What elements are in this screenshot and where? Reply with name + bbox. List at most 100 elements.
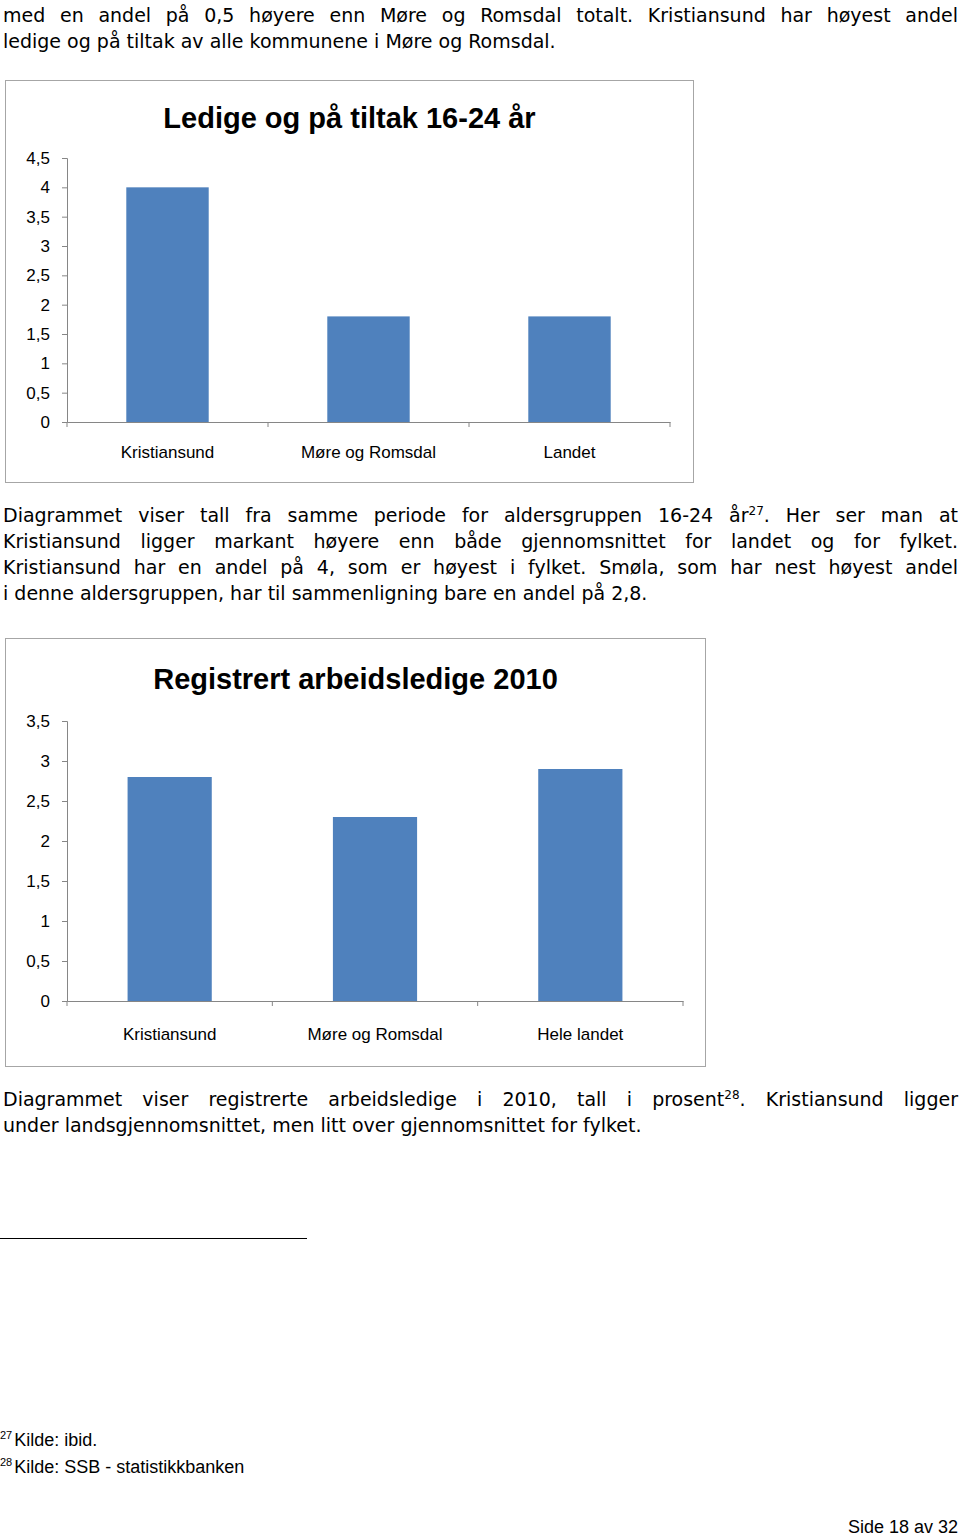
footnote-number: 27: [0, 1429, 12, 1441]
footnote: 28Kilde: SSB - statistikkbanken: [0, 1455, 244, 1479]
x-tick: Landet: [544, 422, 596, 462]
y-tick: 0,5: [26, 952, 67, 971]
y-tick-label: 0,5: [26, 952, 50, 971]
y-tick: 1: [41, 912, 67, 931]
y-tick: 2: [41, 296, 67, 315]
footnote-text: Kilde: ibid.: [14, 1430, 97, 1450]
y-tick-mark: [62, 363, 67, 364]
y-tick-label: 2,5: [26, 266, 50, 285]
y-tick: 2,5: [26, 266, 67, 285]
x-tick: Hele landet: [537, 1001, 623, 1044]
y-tick-label: 3: [41, 237, 50, 256]
y-tick: 4,5: [26, 149, 67, 168]
y-tick-label: 0,5: [26, 384, 50, 403]
text-run: i denne aldersgruppen, har til sammenlig…: [3, 582, 647, 604]
x-separator: [469, 422, 470, 427]
y-tick-mark: [62, 217, 67, 218]
chart-frame: [6, 639, 706, 1067]
y-tick-mark: [62, 305, 67, 306]
y-tick: 0: [41, 992, 67, 1011]
bar: [528, 316, 610, 422]
footnote-text: Kilde: SSB - statistikkbanken: [14, 1457, 244, 1477]
x-tick-label: Kristiansund: [121, 443, 215, 462]
y-axis-line: [62, 722, 68, 1002]
chart: Ledige og på tiltak 16-24 år 0 0,5 1 1,5 2 2,5…: [6, 81, 694, 483]
y-tick: 1: [41, 354, 67, 373]
y-tick-label: 1,5: [26, 325, 50, 344]
x-separators: [67, 422, 670, 427]
y-tick-mark: [62, 881, 67, 882]
y-tick-mark: [62, 801, 67, 802]
y-axis: 0 0,5 1 1,5 2 2,5 3 3,5 4 4,5: [26, 149, 67, 432]
y-tick: 1,5: [26, 872, 67, 891]
bar: [538, 769, 622, 1001]
x-separator: [670, 422, 671, 427]
y-tick-label: 1,5: [26, 872, 50, 891]
x-separator: [477, 1001, 478, 1006]
chart-title: Ledige og på tiltak 16-24 år: [163, 102, 535, 134]
y-tick: 0,5: [26, 384, 67, 403]
y-tick: 2: [41, 832, 67, 851]
footnote-ref: 27: [749, 504, 764, 518]
footnote: 27Kilde: ibid.: [0, 1428, 97, 1452]
y-tick: 3: [41, 752, 67, 771]
text-run: ledige og på tiltak av alle kommunene i …: [3, 30, 556, 52]
x-tick-label: Møre og Romsdal: [307, 1025, 442, 1044]
text-line: Diagrammet viser registrerte arbeidsledi…: [3, 1086, 958, 1112]
text-run: Diagrammet viser registrerte arbeidsledi…: [3, 1088, 724, 1110]
y-tick-mark: [62, 841, 67, 842]
x-separator: [272, 1001, 273, 1006]
chart: Registrert arbeidsledige 201000,511,522,…: [6, 639, 706, 1067]
y-tick-mark: [62, 275, 67, 276]
y-tick-mark: [62, 761, 67, 762]
x-tick-label: Møre og Romsdal: [301, 443, 436, 462]
y-axis-line: [62, 159, 68, 423]
y-tick: 3,5: [26, 712, 67, 731]
y-tick-label: 1: [41, 354, 50, 373]
y-tick-mark: [62, 1001, 67, 1002]
page-number: Side 18 av 32: [848, 1515, 958, 1538]
x-tick-label: Hele landet: [537, 1025, 623, 1044]
x-axis: Kristiansund Møre og Romsdal Landet: [68, 422, 671, 462]
y-tick: 2,5: [26, 792, 67, 811]
text-line: Kristiansund har en andel på 4, som er h…: [3, 554, 958, 580]
text-line: ledige og på tiltak av alle kommunene i …: [3, 28, 958, 54]
y-tick-mark: [62, 961, 67, 962]
footnote-ref: 28: [724, 1088, 739, 1102]
x-tick: Møre og Romsdal: [307, 1001, 442, 1044]
y-tick-label: 2: [41, 296, 50, 315]
text-line: Kristiansund ligger markant høyere enn b…: [3, 528, 958, 554]
bar: [128, 777, 212, 1001]
x-separator: [683, 1001, 684, 1006]
y-tick-label: 2: [41, 832, 50, 851]
text-line: under landsgjennomsnittet, men litt over…: [3, 1112, 958, 1138]
y-tick: 4: [41, 178, 67, 197]
x-axis: Kristiansund Møre og Romsdal Hele landet: [68, 1001, 684, 1044]
text-run: . Her ser man at: [764, 504, 958, 526]
x-tick: Møre og Romsdal: [301, 422, 436, 462]
bars: [126, 187, 610, 422]
y-tick: 3: [41, 237, 67, 256]
x-tick-label: Kristiansund: [123, 1025, 217, 1044]
text-run: Kristiansund ligger markant høyere enn b…: [3, 530, 958, 552]
y-tick-mark: [62, 187, 67, 188]
x-axis-line: [68, 422, 671, 423]
text-line: i denne aldersgruppen, har til sammenlig…: [3, 580, 958, 606]
x-separators: [67, 1001, 683, 1006]
y-tick: 3,5: [26, 208, 67, 227]
y-tick: 0: [41, 413, 67, 432]
text-run: . Kristiansund ligger: [740, 1088, 958, 1110]
y-tick-mark: [62, 393, 67, 394]
y-tick-mark: [62, 721, 67, 722]
x-tick: Kristiansund: [121, 422, 215, 462]
x-separator: [268, 422, 269, 427]
text-line: Diagrammet viser tall fra samme periode …: [3, 502, 958, 528]
y-tick-label: 4: [41, 178, 50, 197]
text-line: med en andel på 0,5 høyere enn Møre og R…: [3, 2, 958, 28]
x-separator: [67, 422, 68, 427]
x-tick-label: Landet: [544, 443, 596, 462]
y-tick-mark: [62, 921, 67, 922]
x-tick: Kristiansund: [123, 1001, 217, 1044]
bar: [126, 187, 208, 422]
y-tick-label: 1: [41, 912, 50, 931]
